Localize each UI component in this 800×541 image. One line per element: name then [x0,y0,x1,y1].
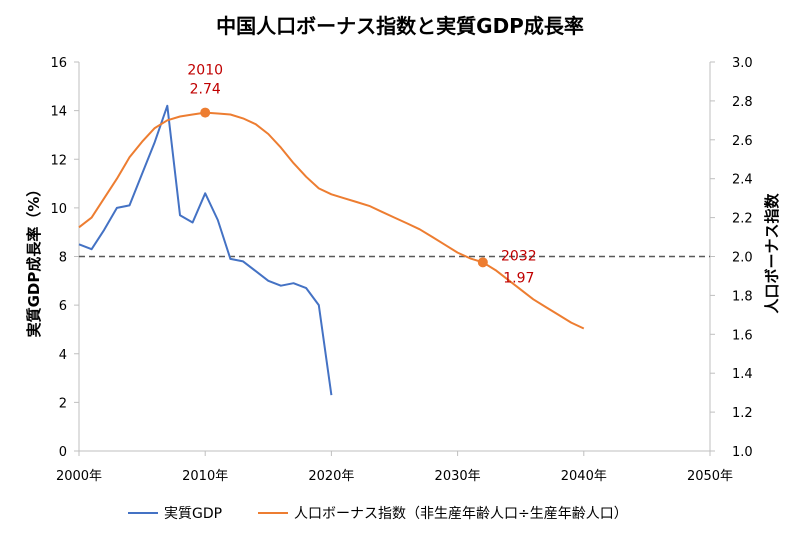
y-right-tick-label: 1.8 [732,289,753,304]
annotation-point [477,257,488,268]
annotation-point [200,107,211,118]
legend-item-gdp: 実質GDP [128,503,222,523]
y-left-tick-label: 8 [59,251,67,266]
y-axis-right-title: 人口ボーナス指数 [763,193,781,314]
y-right-tick-label: 2.2 [732,212,753,227]
y-right-tick-label: 1.2 [732,406,753,421]
annotation-value: 2.74 [190,82,221,98]
x-tick-label: 2020年 [308,469,354,484]
y-left-tick-label: 6 [59,299,67,314]
x-tick-label: 2030年 [435,469,481,484]
y-left-tick-label: 14 [50,105,67,120]
y-left-tick-label: 0 [59,445,67,460]
y-left-tick-label: 4 [59,348,67,363]
y-left-tick-label: 10 [50,202,67,217]
x-tick-label: 2000年 [56,469,102,484]
legend-swatch-gdp [128,512,158,514]
annotation-year: 2032 [501,248,537,264]
series-line-gdp [78,104,333,396]
y-right-tick-label: 2.0 [732,251,753,266]
y-left-tick-label: 12 [50,153,67,168]
legend-label-bonus: 人口ボーナス指数（非生産年齢人口÷生産年齢人口） [294,506,628,522]
y-left-tick-label: 16 [50,56,67,71]
y-left-tick-label: 2 [59,396,67,411]
series-line-bonus [78,111,585,330]
y-right-tick-label: 2.4 [732,173,753,188]
y-axis-left-title: 実質GDP成長率（%） [25,182,43,338]
y-right-tick-label: 1.6 [732,328,753,343]
legend-swatch-bonus [258,512,288,514]
chart-title: 中国人口ボーナス指数と実質GDP成長率 [216,14,584,38]
legend-item-bonus: 人口ボーナス指数（非生産年齢人口÷生産年齢人口） [258,503,628,523]
y-right-tick-label: 1.4 [732,367,753,382]
x-tick-label: 2010年 [182,469,228,484]
legend: 実質GDP 人口ボーナス指数（非生産年齢人口÷生産年齢人口） [0,503,800,523]
y-right-tick-label: 3.0 [732,56,753,71]
y-right-tick-label: 1.0 [732,445,753,460]
x-tick-label: 2040年 [561,469,607,484]
annotation-value: 1.97 [503,270,534,286]
annotation-year: 2010 [187,63,223,79]
x-tick-label: 2050年 [687,469,733,484]
y-right-tick-label: 2.6 [732,134,753,149]
legend-label-gdp: 実質GDP [164,506,223,522]
y-right-tick-label: 2.8 [732,95,753,110]
